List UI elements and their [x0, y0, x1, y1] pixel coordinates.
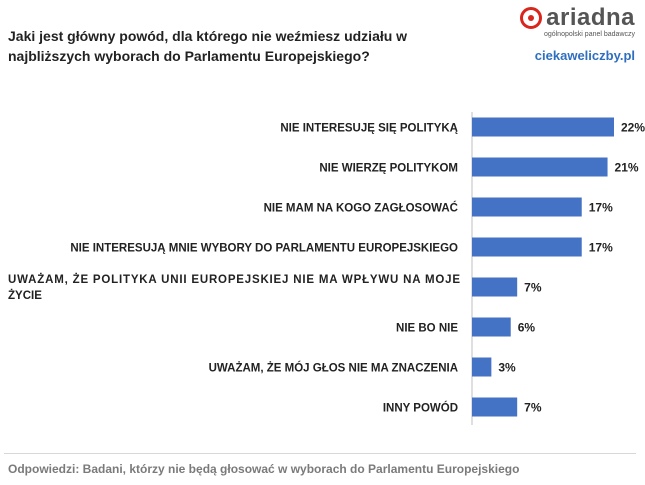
value-label-7: 3%: [498, 361, 516, 375]
bar-1: [472, 117, 614, 137]
value-label-8: 7%: [524, 401, 542, 415]
brand-block: ariadna ogólnopolski panel badawczy ciek…: [505, 6, 635, 63]
category-label-5-line-1: UWAŻAM, ŻE POLITYKA UNII EUROPEJSKIEJ NI…: [8, 273, 460, 286]
value-label-4: 17%: [589, 241, 613, 255]
logo-tagline: ogólnopolski panel badawczy: [543, 31, 635, 38]
bar-7: [472, 357, 492, 377]
category-label-7: UWAŻAM, ŻE MÓJ GŁOS NIE MA ZNACZENIA: [209, 362, 458, 375]
category-label-4: NIE INTERESUJĄ MNIE WYBORY DO PARLAMENTU…: [70, 243, 458, 255]
category-label-6: NIE BO NIE: [396, 323, 458, 335]
chart-title: Jaki jest główny powód, dla którego nie …: [8, 28, 408, 64]
value-label-3: 17%: [589, 201, 613, 215]
value-label-5: 7%: [524, 281, 542, 295]
bar-5: [472, 277, 518, 297]
footnote: Odpowiedzi: Badani, którzy nie będą głos…: [8, 462, 520, 476]
category-label-5-line-2: ŻYCIE: [8, 289, 42, 302]
bar-8: [472, 397, 518, 417]
value-label-2: 21%: [615, 161, 639, 175]
bar-3: [472, 197, 582, 217]
category-label-3: NIE MAM NA KOGO ZAGŁOSOWAĆ: [264, 202, 458, 215]
value-label-1: 22%: [621, 121, 645, 135]
bar-6: [472, 317, 511, 337]
bar-2: [472, 157, 608, 177]
value-label-6: 6%: [518, 321, 536, 335]
category-label-8: INNY POWÓD: [383, 402, 458, 415]
logo-wordmark: ariadna: [546, 4, 635, 31]
category-label-2: NIE WIERZĘ POLITYKOM: [319, 163, 458, 175]
ariadna-logo-icon: [520, 7, 543, 29]
site-link[interactable]: ciekaweliczby.pl: [534, 48, 635, 63]
footer-divider: [4, 453, 636, 454]
category-label-1: NIE INTERESUJĘ SIĘ POLITYKĄ: [280, 123, 458, 135]
bar-4: [472, 237, 582, 257]
ariadna-logo: ariadna: [505, 6, 635, 30]
